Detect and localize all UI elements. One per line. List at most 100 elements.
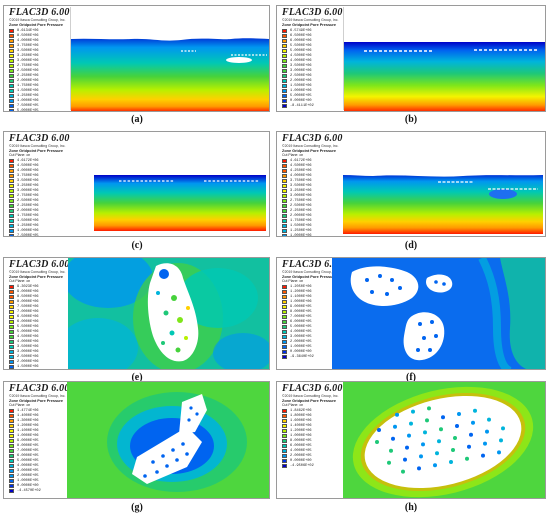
legend-value: 1.0000E+05 [17,478,39,483]
pillar [425,418,429,423]
legend-value: 4.2500E+06 [290,168,312,173]
legend-swatch [9,354,14,359]
legend-swatch [9,299,14,304]
legend-value: 3.5000E+06 [17,344,39,349]
copyright-text: ©2019 Itasca Consulting Group, Inc. [9,270,66,274]
legend-value: 1.1000E+06 [17,428,39,433]
legend-entry: 5.0000E+05 [9,108,39,111]
legend-title: Zone Gridpoint Pore Pressure [282,23,337,27]
legend-entry: 2.5000E+06 [9,354,39,359]
legend-swatch [282,418,287,423]
legend-swatch [9,193,14,198]
legend-swatch [282,438,287,443]
legend-swatch [9,233,14,236]
legend-swatch [9,223,14,228]
legend-entry: 3.0000E+05 [282,334,314,339]
legend-value: 8.5000E+06 [17,294,39,299]
legend-value: 3.2500E+06 [17,53,39,58]
legend-swatch [9,364,14,369]
legend-entry: 7.0000E+05 [282,314,314,319]
legend-value: 2.0000E+05 [290,453,312,458]
pillar [441,415,445,420]
caption-g: (g) [131,502,143,513]
legend-value: 6.0000E+05 [290,319,312,324]
legend-swatch [9,294,14,299]
legend-entry: 2.0000E+06 [9,208,39,213]
panel-g: FLAC3D 6.00 ©2019 Itasca Consulting Grou… [3,381,270,499]
copyright-text: ©2019 Itasca Consulting Group, Inc. [9,394,66,398]
cut-plane-label: Cut Plane: on [9,153,31,157]
legend-value: -8.4111E+02 [290,103,314,108]
legend-value: 3.0000E+06 [290,193,312,198]
legend-swatch [282,408,287,413]
goaf-void [426,274,453,293]
legend-value: 2.5000E+06 [17,198,39,203]
legend-value: 1.5000E+06 [17,88,39,93]
legend-entry: 1.0000E+05 [282,344,314,349]
pillar [465,456,469,461]
drawdown-zone [489,189,517,199]
legend-swatch [282,319,287,324]
legend-value: 1.0000E+05 [290,344,312,349]
pillar [161,341,165,345]
legend-swatch [9,188,14,193]
legend-entry: 2.0000E+06 [282,78,314,83]
legend-swatch [9,93,14,98]
legend-swatch [282,73,287,78]
legend-value: 4.6172E+06 [290,158,312,163]
legend-value: 9.0000E+06 [17,289,39,294]
legend-entry: 2.0000E+05 [282,453,314,458]
legend-swatch [9,208,14,213]
legend-entry: 1.4000E+06 [282,423,314,428]
legend-value: 3.0000E+06 [17,188,39,193]
legend-value: 3.0000E+05 [17,468,39,473]
copyright-text: ©2019 Itasca Consulting Group, Inc. [9,18,66,22]
legend-swatch [282,344,287,349]
legend-entry: 4.0000E+06 [282,173,312,178]
legend-swatch [9,433,14,438]
legend-value: 2.5000E+06 [290,203,312,208]
pillar [439,427,443,432]
legend-entry: 2.2500E+06 [9,73,39,78]
pillar [423,430,427,435]
legend-value: 8.6134E+06 [17,28,39,33]
pillar [171,295,177,301]
legend-swatch [9,438,14,443]
pillar [427,406,431,411]
legend-entry: 4.0000E+05 [282,448,314,453]
legend-swatch [282,218,287,223]
legend: 9.3023E+06 9.0000E+06 8.5000E+06 8.0000E+06… [9,284,39,370]
legend-swatch [282,58,287,63]
legend-entry: 8.0000E+05 [282,438,314,443]
legend-entry: 7.5000E+05 [9,103,39,108]
legend-swatch [9,88,14,93]
legend-swatch [282,458,287,463]
legend-entry: 1.0000E+06 [9,369,39,370]
legend-value: 1.4000E+06 [17,413,39,418]
legend-entry: 1.7500E+06 [9,213,39,218]
legend-value: 2.2500E+06 [290,208,312,213]
legend-value: 7.5000E+05 [17,233,39,237]
pillar [184,336,188,340]
pillar [473,408,477,413]
legend-entry: 9.3023E+06 [9,284,39,289]
contour-svg [344,42,545,111]
panel-d: FLAC3D 6.00 ©2019 Itasca Consulting Grou… [276,131,546,237]
pillar [467,444,471,449]
legend-value: -4.4570E+02 [17,488,41,493]
legend-entry: 0.0000E+00 [282,98,314,103]
legend-swatch [282,83,287,88]
legend-swatch [9,349,14,354]
goaf-void [364,396,522,488]
legend-entry: 3.0000E+06 [9,58,39,63]
legend-swatch [282,198,287,203]
legend-entry: 5.0000E+06 [282,48,314,53]
legend-value: 3.7500E+06 [17,43,39,48]
legend-swatch [282,43,287,48]
pillar [485,429,489,434]
legend-entry: 1.7500E+06 [282,218,312,223]
legend-swatch [9,478,14,483]
legend-value: 1.7500E+06 [17,83,39,88]
legend-value: -9.3640E+02 [290,354,314,359]
pillar [449,460,453,464]
